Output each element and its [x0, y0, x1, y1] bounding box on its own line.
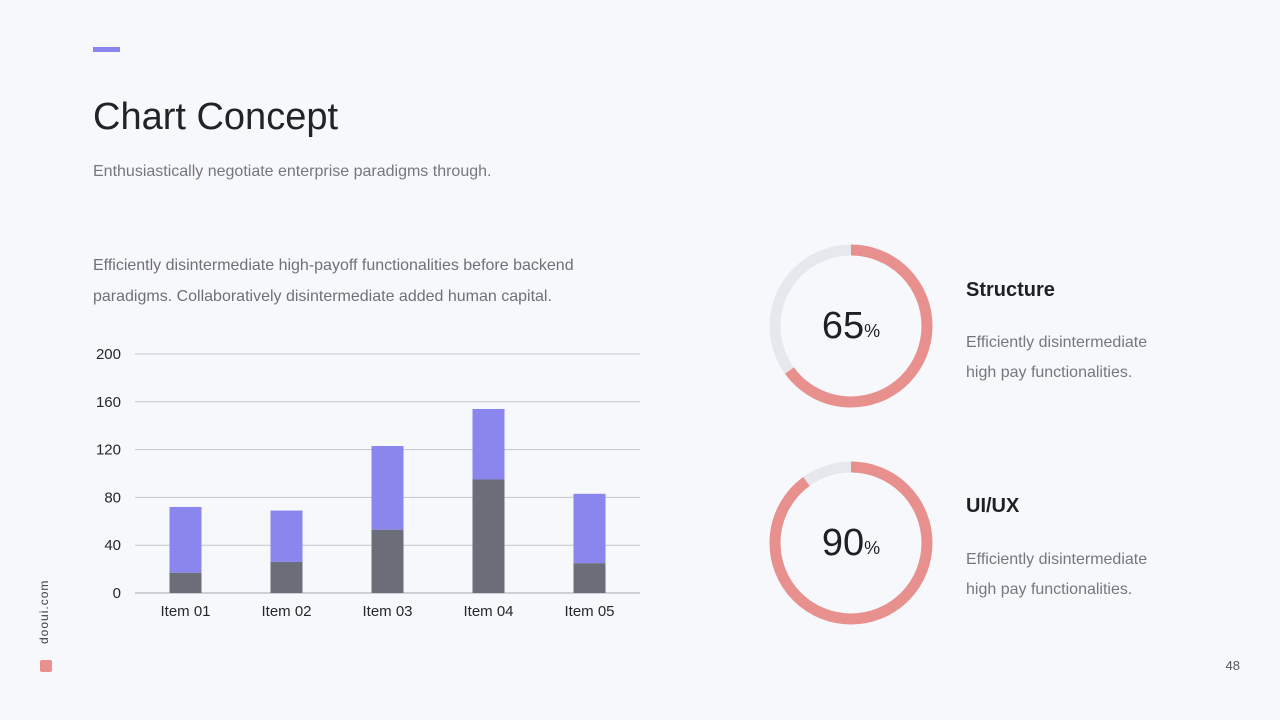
bar-segment — [371, 446, 404, 530]
page-title: Chart Concept — [93, 96, 339, 138]
stat-title: UI/UX — [966, 495, 1020, 517]
stat-number: 65 — [821, 304, 865, 347]
bar-segment — [371, 529, 404, 593]
stacked-bar-chart: 0 40 80 120 160 200 Item 01 Item 02 Item 03 Item … — [96, 346, 640, 620]
page-number: 48 — [1225, 658, 1240, 673]
stat-number: 90 — [821, 521, 865, 564]
bar-segment — [573, 563, 606, 593]
stat-ring-structure: 65 % — [766, 241, 936, 411]
x-tick-label: Item 04 — [463, 603, 513, 620]
stat-description-line: Efficiently disintermediate — [966, 551, 1148, 568]
stat-unit: % — [864, 537, 881, 558]
bar-segment — [270, 510, 303, 562]
y-tick-label: 160 — [96, 394, 121, 411]
y-tick-label: 0 — [113, 585, 121, 602]
ring-progress — [769, 461, 933, 625]
bar-segment — [270, 561, 303, 593]
brand-square — [40, 660, 52, 672]
chart-description: Efficiently disintermediate high-payoff … — [93, 257, 574, 305]
progress-ring-uiux — [769, 461, 933, 625]
y-tick-label: 40 — [104, 537, 121, 554]
x-tick-label: Item 05 — [564, 603, 614, 620]
stat-unit: % — [864, 320, 881, 341]
stat-description-line: Efficiently disintermediate — [966, 334, 1148, 351]
progress-ring-structure — [769, 244, 933, 408]
bar-segment — [472, 408, 505, 480]
stat-title: Structure — [966, 279, 1055, 301]
ring-progress — [769, 244, 933, 408]
stat-description: Efficiently disintermediate high pay fun… — [966, 545, 1186, 605]
stat-description: Efficiently disintermediate high pay fun… — [966, 328, 1186, 388]
brand-text: dooui.com — [37, 579, 51, 644]
x-tick-label: Item 01 — [160, 603, 210, 620]
bar-segment — [573, 493, 606, 564]
bar-segment — [169, 506, 202, 573]
x-tick-label: Item 03 — [362, 603, 412, 620]
y-tick-label: 120 — [96, 442, 121, 459]
stat-value: 90 % — [766, 458, 936, 628]
x-tick-label: Item 02 — [261, 603, 311, 620]
stat-value: 65 % — [766, 241, 936, 411]
page-subtitle: Enthusiastically negotiate enterprise pa… — [93, 163, 492, 180]
y-tick-label: 80 — [104, 489, 121, 506]
stat-description-line: high pay functionalities. — [966, 581, 1133, 598]
title-accent-bar — [93, 47, 120, 52]
bar-segment — [169, 572, 202, 593]
stat-description-line: high pay functionalities. — [966, 364, 1133, 381]
y-tick-label: 200 — [96, 346, 121, 363]
bar-segment — [472, 479, 505, 593]
stat-ring-uiux: 90 % — [766, 458, 936, 628]
